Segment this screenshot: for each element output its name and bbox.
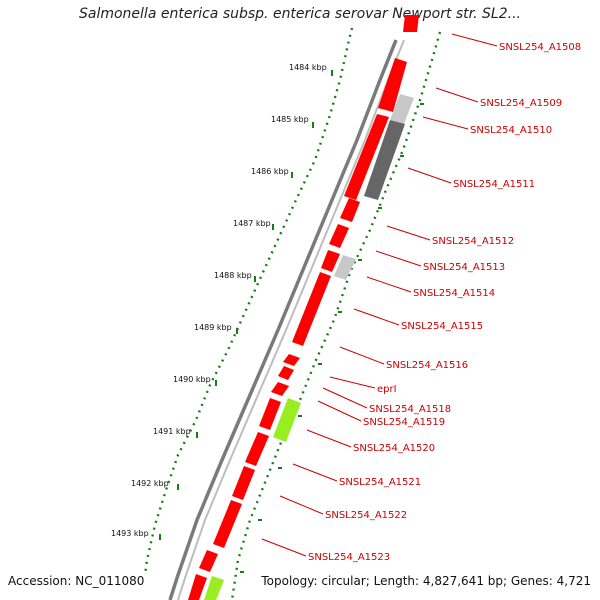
leader-line xyxy=(292,463,338,482)
outer-ruler-track xyxy=(143,27,354,576)
leader-line xyxy=(407,167,452,184)
leader-line xyxy=(422,116,469,130)
gene-label[interactable]: SNSL254_A1518 xyxy=(369,404,451,415)
leader-line xyxy=(435,87,479,103)
kbp-label: 1485 kbp xyxy=(271,115,309,124)
kbp-label: 1486 kbp xyxy=(251,167,289,176)
gene-feature-a1511-red[interactable] xyxy=(344,114,389,200)
leader-line xyxy=(366,276,412,293)
accession-text: Accession: NC_011080 xyxy=(8,574,145,588)
gene-feature-a1513[interactable] xyxy=(329,224,349,248)
backbone-outer xyxy=(168,39,398,600)
gene-feature-a1511-gray[interactable] xyxy=(364,120,405,200)
gene-feature-top-stub[interactable] xyxy=(403,15,419,32)
gene-label[interactable]: SNSL254_A1514 xyxy=(413,288,495,299)
kbp-label: 1489 kbp xyxy=(194,323,232,332)
gene-label[interactable]: eprI xyxy=(377,384,397,395)
leader-line xyxy=(451,33,498,47)
kbp-label: 1484 kbp xyxy=(289,63,327,72)
inner-tick-group xyxy=(240,103,424,573)
kbp-label: 1487 kbp xyxy=(233,219,271,228)
gene-feature-a1514-gray[interactable] xyxy=(334,255,356,280)
gene-label[interactable]: SNSL254_A1511 xyxy=(453,179,535,190)
leader-line xyxy=(386,225,431,241)
gene-feature-a1514-red[interactable] xyxy=(321,250,340,272)
kbp-label: 1488 kbp xyxy=(214,271,252,280)
gene-feature-a1519-green[interactable] xyxy=(273,398,301,442)
gene-label[interactable]: SNSL254_A1522 xyxy=(325,510,407,521)
gene-label[interactable]: SNSL254_A1509 xyxy=(480,98,562,109)
gene-label[interactable]: SNSL254_A1508 xyxy=(499,42,581,53)
gene-label[interactable]: SNSL254_A1510 xyxy=(470,125,552,136)
kbp-label: 1493 kbp xyxy=(111,529,149,538)
kbp-label: 1491 kbp xyxy=(153,427,191,436)
gene-label[interactable]: SNSL254_A1523 xyxy=(308,552,390,563)
backbone-inner xyxy=(177,39,405,600)
gene-label[interactable]: SNSL254_A1515 xyxy=(401,321,483,332)
kbp-tick-group xyxy=(159,70,333,540)
gene-feature-a1523[interactable] xyxy=(199,550,218,572)
gene-feature-bottom-green[interactable] xyxy=(204,576,224,600)
gene-feature-epri[interactable] xyxy=(278,366,294,380)
leader-line xyxy=(322,387,368,409)
gene-feature-a1519[interactable] xyxy=(259,398,281,430)
gene-feature-a1510[interactable] xyxy=(390,94,414,124)
gene-feature-a1522[interactable] xyxy=(213,500,242,548)
gene-features xyxy=(188,15,419,600)
leader-line xyxy=(306,429,352,448)
leader-line xyxy=(353,308,400,326)
gene-label[interactable]: SNSL254_A1512 xyxy=(432,236,514,247)
gene-feature-a1520[interactable] xyxy=(245,432,269,466)
topology-text: Topology: circular; Length: 4,827,641 bp… xyxy=(261,574,591,588)
leader-line xyxy=(317,400,362,422)
kbp-label: 1492 kbp xyxy=(131,479,169,488)
leader-line xyxy=(375,250,422,267)
leader-line xyxy=(279,495,324,515)
gene-feature-bottom-red[interactable] xyxy=(188,574,207,600)
label-leaders xyxy=(261,33,498,557)
gene-label[interactable]: SNSL254_A1521 xyxy=(339,477,421,488)
leader-line xyxy=(329,376,376,389)
gene-feature-a1521[interactable] xyxy=(232,466,255,500)
gene-feature-a1512[interactable] xyxy=(340,198,360,222)
gene-label[interactable]: SNSL254_A1516 xyxy=(386,360,468,371)
leader-line xyxy=(261,538,307,557)
gene-label[interactable]: SNSL254_A1519 xyxy=(363,417,445,428)
gene-feature-a1509[interactable] xyxy=(378,58,407,112)
gene-label[interactable]: SNSL254_A1513 xyxy=(423,262,505,273)
gene-feature-a1516[interactable] xyxy=(283,354,300,366)
gene-feature-a1518[interactable] xyxy=(271,382,289,396)
gene-feature-a1515[interactable] xyxy=(292,272,331,346)
kbp-label: 1490 kbp xyxy=(173,375,211,384)
leader-line xyxy=(339,346,385,365)
gene-label[interactable]: SNSL254_A1520 xyxy=(353,443,435,454)
